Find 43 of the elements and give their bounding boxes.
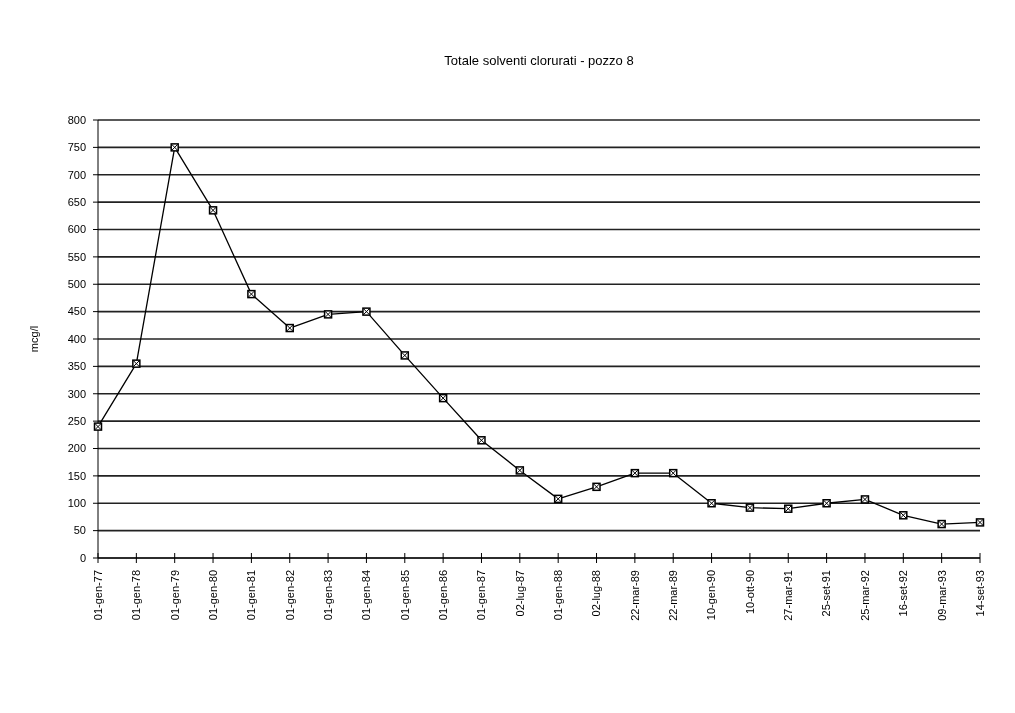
x-tick-label: 16-set-92 <box>897 570 910 617</box>
y-tick-label: 150 <box>67 469 86 482</box>
x-tick-label: 10-ott-90 <box>743 570 756 615</box>
x-tick-label: 27-mar-91 <box>782 570 795 621</box>
x-tick-label: 22-mar-89 <box>667 570 680 621</box>
x-tick-label: 01-gen-78 <box>130 570 143 621</box>
x-tick-label: 01-gen-81 <box>245 570 258 621</box>
x-tick-label: 02-lug-88 <box>590 570 603 617</box>
x-tick-label: 01-gen-79 <box>168 570 181 621</box>
x-tick-label: 01-gen-80 <box>206 570 219 621</box>
y-tick-label: 100 <box>67 497 86 510</box>
x-tick-label: 01-gen-85 <box>398 570 411 621</box>
x-tick-label: 25-set-91 <box>820 570 833 617</box>
y-tick-label: 350 <box>67 360 86 373</box>
y-tick-label: 50 <box>73 524 86 537</box>
y-tick-label: 300 <box>67 387 86 400</box>
x-tick-label: 09-mar-93 <box>935 570 948 621</box>
y-tick-label: 500 <box>67 278 86 291</box>
y-tick-label: 0 <box>79 551 86 564</box>
x-tick-label: 10-gen-90 <box>705 570 718 621</box>
x-tick-label: 01-gen-82 <box>283 570 296 621</box>
x-tick-label: 01-gen-86 <box>436 570 449 621</box>
x-tick-label: 01-gen-87 <box>475 570 488 621</box>
y-tick-label: 800 <box>67 113 86 126</box>
x-tick-label: 02-lug-87 <box>513 570 526 617</box>
y-tick-label: 400 <box>67 332 86 345</box>
y-tick-label: 750 <box>67 141 86 154</box>
x-tick-label: 25-mar-92 <box>858 570 871 621</box>
y-tick-label: 600 <box>67 223 86 236</box>
x-tick-label: 01-gen-77 <box>91 570 104 621</box>
y-tick-label: 700 <box>67 168 86 181</box>
x-tick-label: 01-gen-88 <box>552 570 565 621</box>
x-tick-label: 22-mar-89 <box>628 570 641 621</box>
y-tick-label: 650 <box>67 195 86 208</box>
x-tick-label: 01-gen-84 <box>360 570 373 621</box>
y-tick-label: 200 <box>67 442 86 455</box>
x-tick-label: 01-gen-83 <box>321 570 334 621</box>
y-tick-label: 550 <box>67 250 86 263</box>
chart-title: Totale solventi clorurati - pozzo 8 <box>444 53 634 68</box>
x-tick-label: 14-set-93 <box>973 570 986 617</box>
y-tick-label: 250 <box>67 414 86 427</box>
y-tick-label: 450 <box>67 305 86 318</box>
y-axis-title: mcg/l <box>28 325 40 353</box>
